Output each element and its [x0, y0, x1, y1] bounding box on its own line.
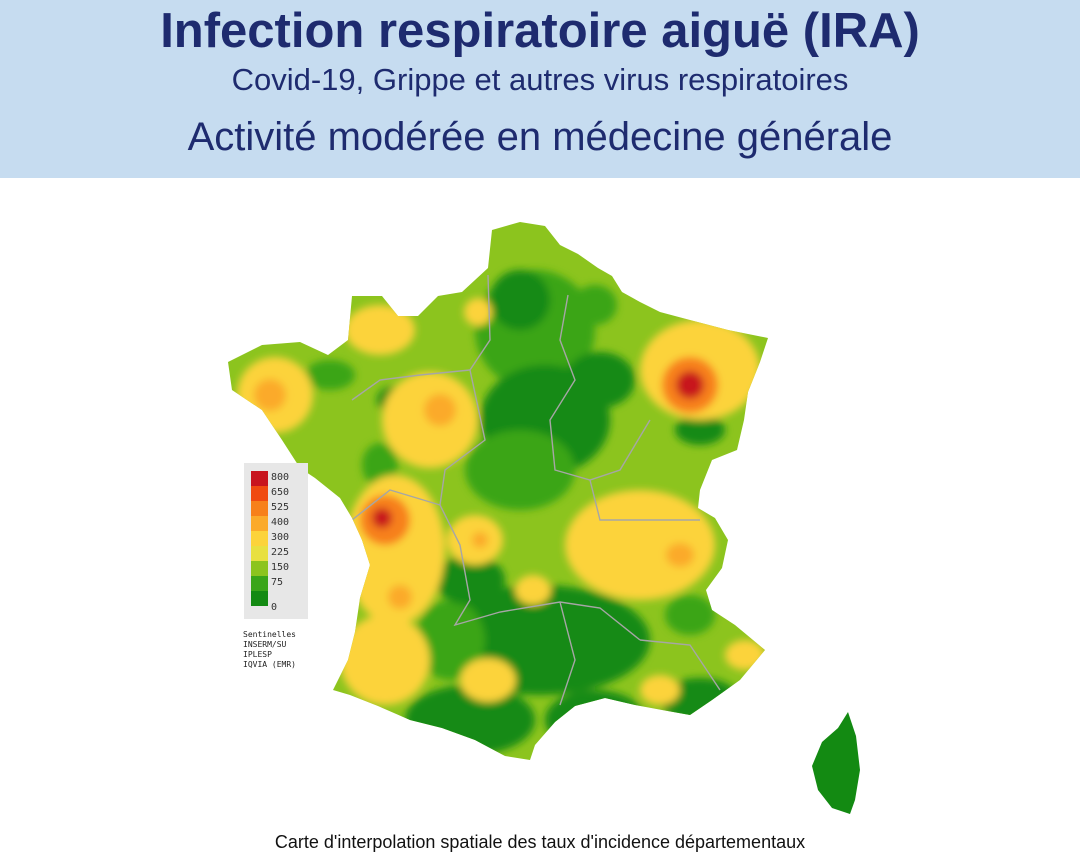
legend-swatch: [251, 486, 268, 501]
legend-label: 75: [271, 577, 284, 588]
legend-label: 400: [271, 517, 290, 528]
legend-swatch: [251, 471, 268, 486]
data-source-credit: Sentinelles INSERM/SU IPLESP IQVIA (EMR): [243, 630, 296, 670]
source-line: IQVIA (EMR): [243, 660, 296, 669]
legend-label: 650: [271, 487, 290, 498]
legend-swatch: [251, 531, 268, 546]
legend-swatch: [251, 576, 268, 591]
page-title: Infection respiratoire aiguë (IRA): [160, 4, 920, 58]
source-line: INSERM/SU: [243, 640, 287, 649]
page-subtitle: Covid-19, Grippe et autres virus respira…: [231, 62, 849, 97]
legend-label: 225: [271, 547, 290, 558]
legend-label: 0: [271, 602, 278, 613]
legend-label: 300: [271, 532, 290, 543]
map-caption: Carte d'interpolation spatiale des taux …: [274, 832, 806, 852]
incidence-legend: 800 650 525 400 300 225 150 75 0: [244, 463, 308, 619]
legend-swatch: [251, 546, 268, 561]
legend-swatch: [251, 501, 268, 516]
header-banner: Infection respiratoire aiguë (IRA) Covid…: [0, 0, 1080, 178]
legend-swatch: [251, 561, 268, 576]
legend-swatch: [251, 516, 268, 531]
france-incidence-map: [228, 222, 860, 814]
legend-label: 150: [271, 562, 290, 573]
activity-status: Activité modérée en médecine générale: [187, 115, 893, 159]
source-line: Sentinelles: [243, 630, 296, 639]
legend-label: 800: [271, 472, 290, 483]
source-line: IPLESP: [243, 650, 272, 659]
legend-swatch: [251, 591, 268, 606]
legend-label: 525: [271, 502, 290, 513]
